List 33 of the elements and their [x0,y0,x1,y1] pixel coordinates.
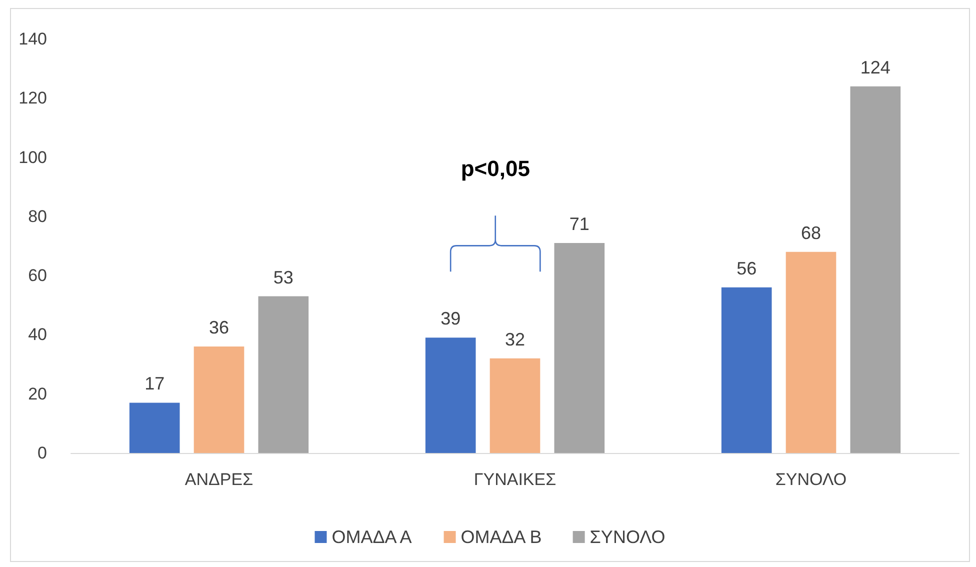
y-tick-label: 0 [38,444,47,462]
y-tick-label: 80 [28,206,47,226]
bar [425,338,476,453]
x-tick-label: ΑΝΔΡΕΣ [184,470,254,489]
x-tick-label: ΣΥΝΟΛΟ [775,470,847,489]
legend-label: ΟΜΑΔΑ Α [332,527,412,547]
bar [194,346,244,453]
y-tick-label: 120 [18,88,47,108]
data-label: 32 [504,329,526,350]
y-tick-label: 60 [28,266,47,286]
y-tick-label: 20 [28,384,47,404]
y-tick-label: 100 [18,148,47,167]
data-label: 17 [144,374,165,394]
legend-label: ΟΜΑΔΑ Β [460,527,542,547]
bar [490,358,540,453]
data-label: 56 [736,258,757,278]
legend-label: ΣΥΝΟΛΟ [590,527,666,547]
y-tick-label: 40 [28,325,47,344]
data-label: 36 [208,318,230,338]
bar [258,296,309,453]
bar [554,243,605,453]
data-label: 71 [569,214,590,234]
bar [850,86,901,453]
bar [721,287,772,453]
bar [129,402,180,453]
data-label: 39 [440,308,461,329]
data-label: 53 [273,267,294,288]
data-label: 124 [860,57,890,78]
y-tick-label: 140 [18,30,47,48]
annotation: p<0,05 [460,156,530,182]
bar [786,252,836,453]
data-label: 68 [800,222,822,243]
x-tick-label: ΓΥΝΑΙΚΕΣ [474,470,556,489]
